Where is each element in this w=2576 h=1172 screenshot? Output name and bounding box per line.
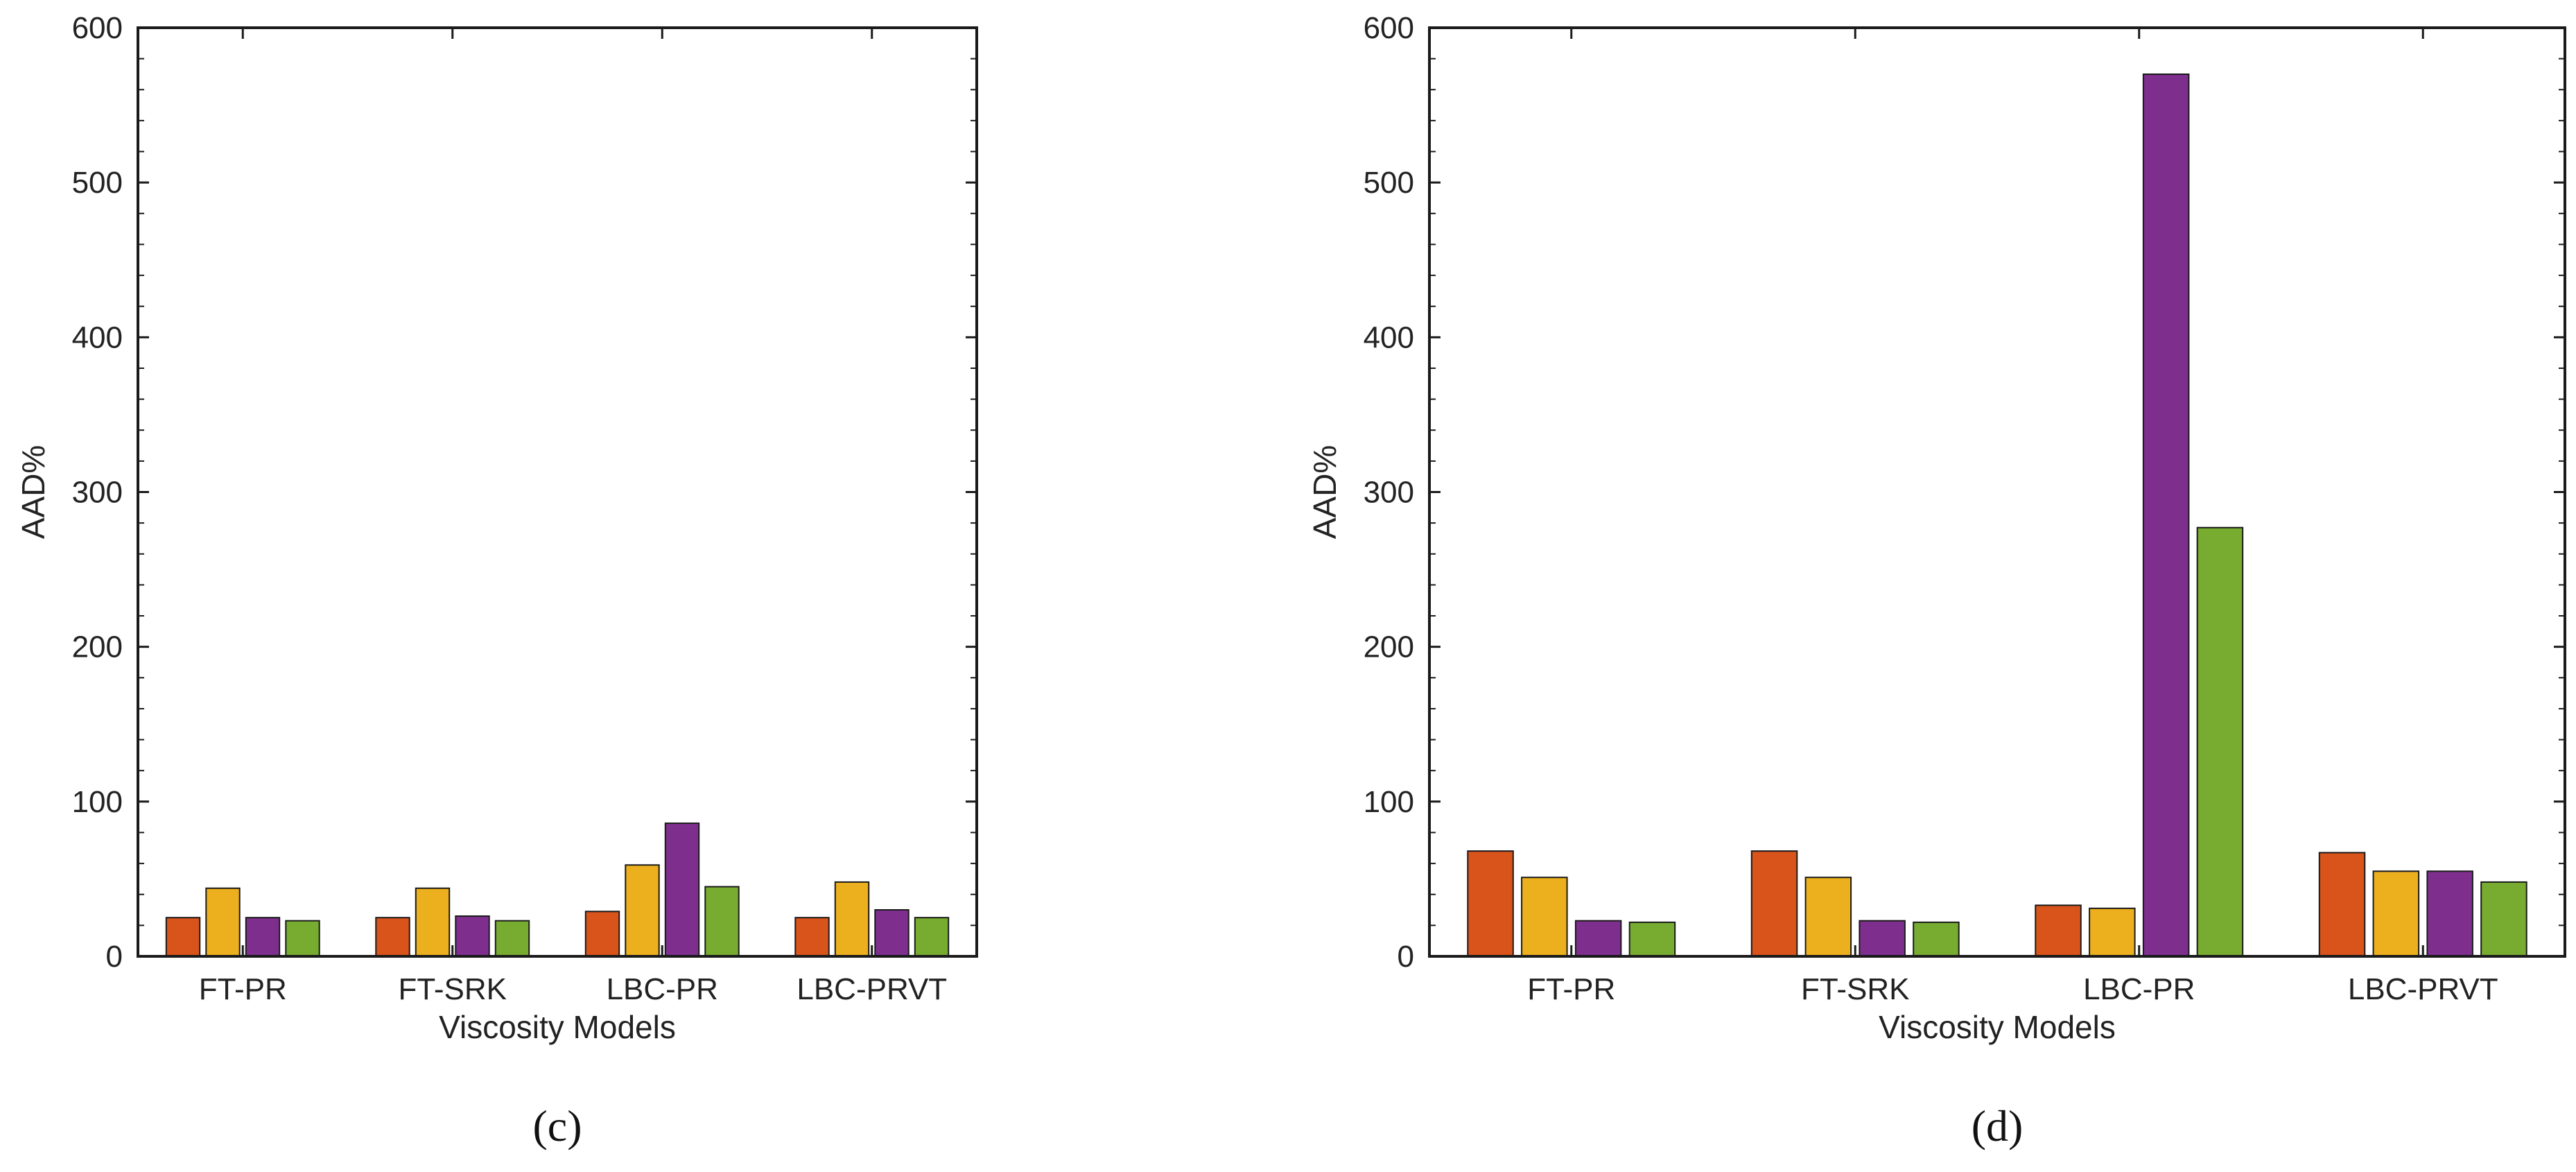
bar-ft-pr-series-3 (1574, 920, 1622, 957)
bar-ft-srk-series-1 (375, 917, 410, 957)
x-tick-label-ft-srk: FT-SRK (399, 972, 507, 1006)
y-tick-label: 500 (1364, 166, 1414, 200)
bar-ft-pr-series-2 (1521, 877, 1568, 957)
bar-ft-srk-series-2 (1804, 877, 1852, 957)
plot-frame (1428, 26, 2566, 958)
y-tick-label: 100 (1364, 785, 1414, 819)
bar-lbc-pr-series-1 (2035, 904, 2082, 958)
x-tick-label-lbc-pr: LBC-PR (2083, 972, 2195, 1006)
x-axis-title: Viscosity Models (439, 1009, 676, 1045)
bar-lbc-pr-series-4 (2196, 526, 2244, 957)
x-tick-label-lbc-pr: LBC-PR (607, 972, 718, 1006)
bar-lbc-pr-series-4 (704, 886, 740, 957)
y-tick-label: 200 (1364, 630, 1414, 664)
bar-ft-pr-series-3 (245, 917, 281, 957)
bar-ft-srk-series-4 (494, 920, 530, 957)
bar-ft-srk-series-1 (1750, 850, 1798, 957)
y-axis-title: AAD% (15, 445, 51, 539)
y-tick-label: 300 (1364, 476, 1414, 510)
y-tick-label: 600 (1364, 11, 1414, 45)
bar-lbc-pr-series-2 (625, 864, 660, 958)
bar-ft-pr-series-1 (1467, 850, 1514, 957)
bar-lbc-prvt-series-2 (2372, 870, 2420, 958)
x-axis-title: Viscosity Models (1879, 1009, 2116, 1045)
bar-lbc-pr-series-2 (2089, 907, 2136, 958)
bar-lbc-prvt-series-3 (874, 909, 910, 957)
panel-d: 0 100 200 300 400 500 600 FT-PR FT-SRK LBC-PR LBC-… (1307, 11, 2566, 1151)
bar-lbc-pr-series-3 (2142, 74, 2190, 957)
y-tick-label: 400 (1364, 320, 1414, 354)
y-tick-label: 0 (1398, 940, 1414, 974)
bar-lbc-prvt-series-2 (834, 881, 870, 958)
bar-lbc-prvt-series-4 (914, 917, 950, 957)
bar-ft-srk-series-3 (455, 915, 490, 957)
bar-lbc-pr-series-1 (584, 911, 620, 958)
bar-ft-pr-series-1 (165, 917, 201, 957)
y-tick-label: 0 (106, 940, 123, 974)
bar-ft-srk-series-2 (415, 887, 451, 958)
panel-label: (d) (1972, 1101, 2024, 1151)
y-tick-label: 600 (72, 11, 123, 45)
x-tick-label-ft-pr: FT-PR (199, 972, 287, 1006)
bar-ft-srk-series-4 (1913, 921, 1960, 958)
y-tick-label: 400 (72, 320, 123, 354)
bar-lbc-pr-series-3 (664, 822, 700, 957)
x-tick-label-ft-srk: FT-SRK (1801, 972, 1909, 1006)
y-tick-label: 500 (72, 166, 123, 200)
bar-ft-pr-series-4 (285, 920, 320, 957)
plot-frame (137, 26, 978, 958)
panel-label: (c) (532, 1101, 582, 1151)
bar-ft-srk-series-3 (1859, 920, 1906, 957)
bar-ft-pr-series-4 (1628, 921, 1676, 958)
bar-lbc-prvt-series-1 (794, 917, 830, 957)
bar-lbc-prvt-series-1 (2318, 852, 2366, 957)
x-tick-label-lbc-prvt: LBC-PRVT (797, 972, 947, 1006)
x-tick-label-ft-pr: FT-PR (1527, 972, 1615, 1006)
y-tick-label: 300 (72, 476, 123, 510)
bar-lbc-prvt-series-4 (2480, 881, 2527, 958)
y-tick-label: 200 (72, 630, 123, 664)
x-tick-label-lbc-prvt: LBC-PRVT (2348, 972, 2498, 1006)
bar-lbc-prvt-series-3 (2426, 870, 2473, 958)
y-tick-label: 100 (72, 785, 123, 819)
bar-ft-pr-series-2 (205, 887, 241, 958)
y-axis-title: AAD% (1307, 445, 1343, 539)
panel-c: 0 100 200 300 400 500 600 FT-PR FT-SRK LBC-PR LBC-… (15, 11, 978, 1151)
